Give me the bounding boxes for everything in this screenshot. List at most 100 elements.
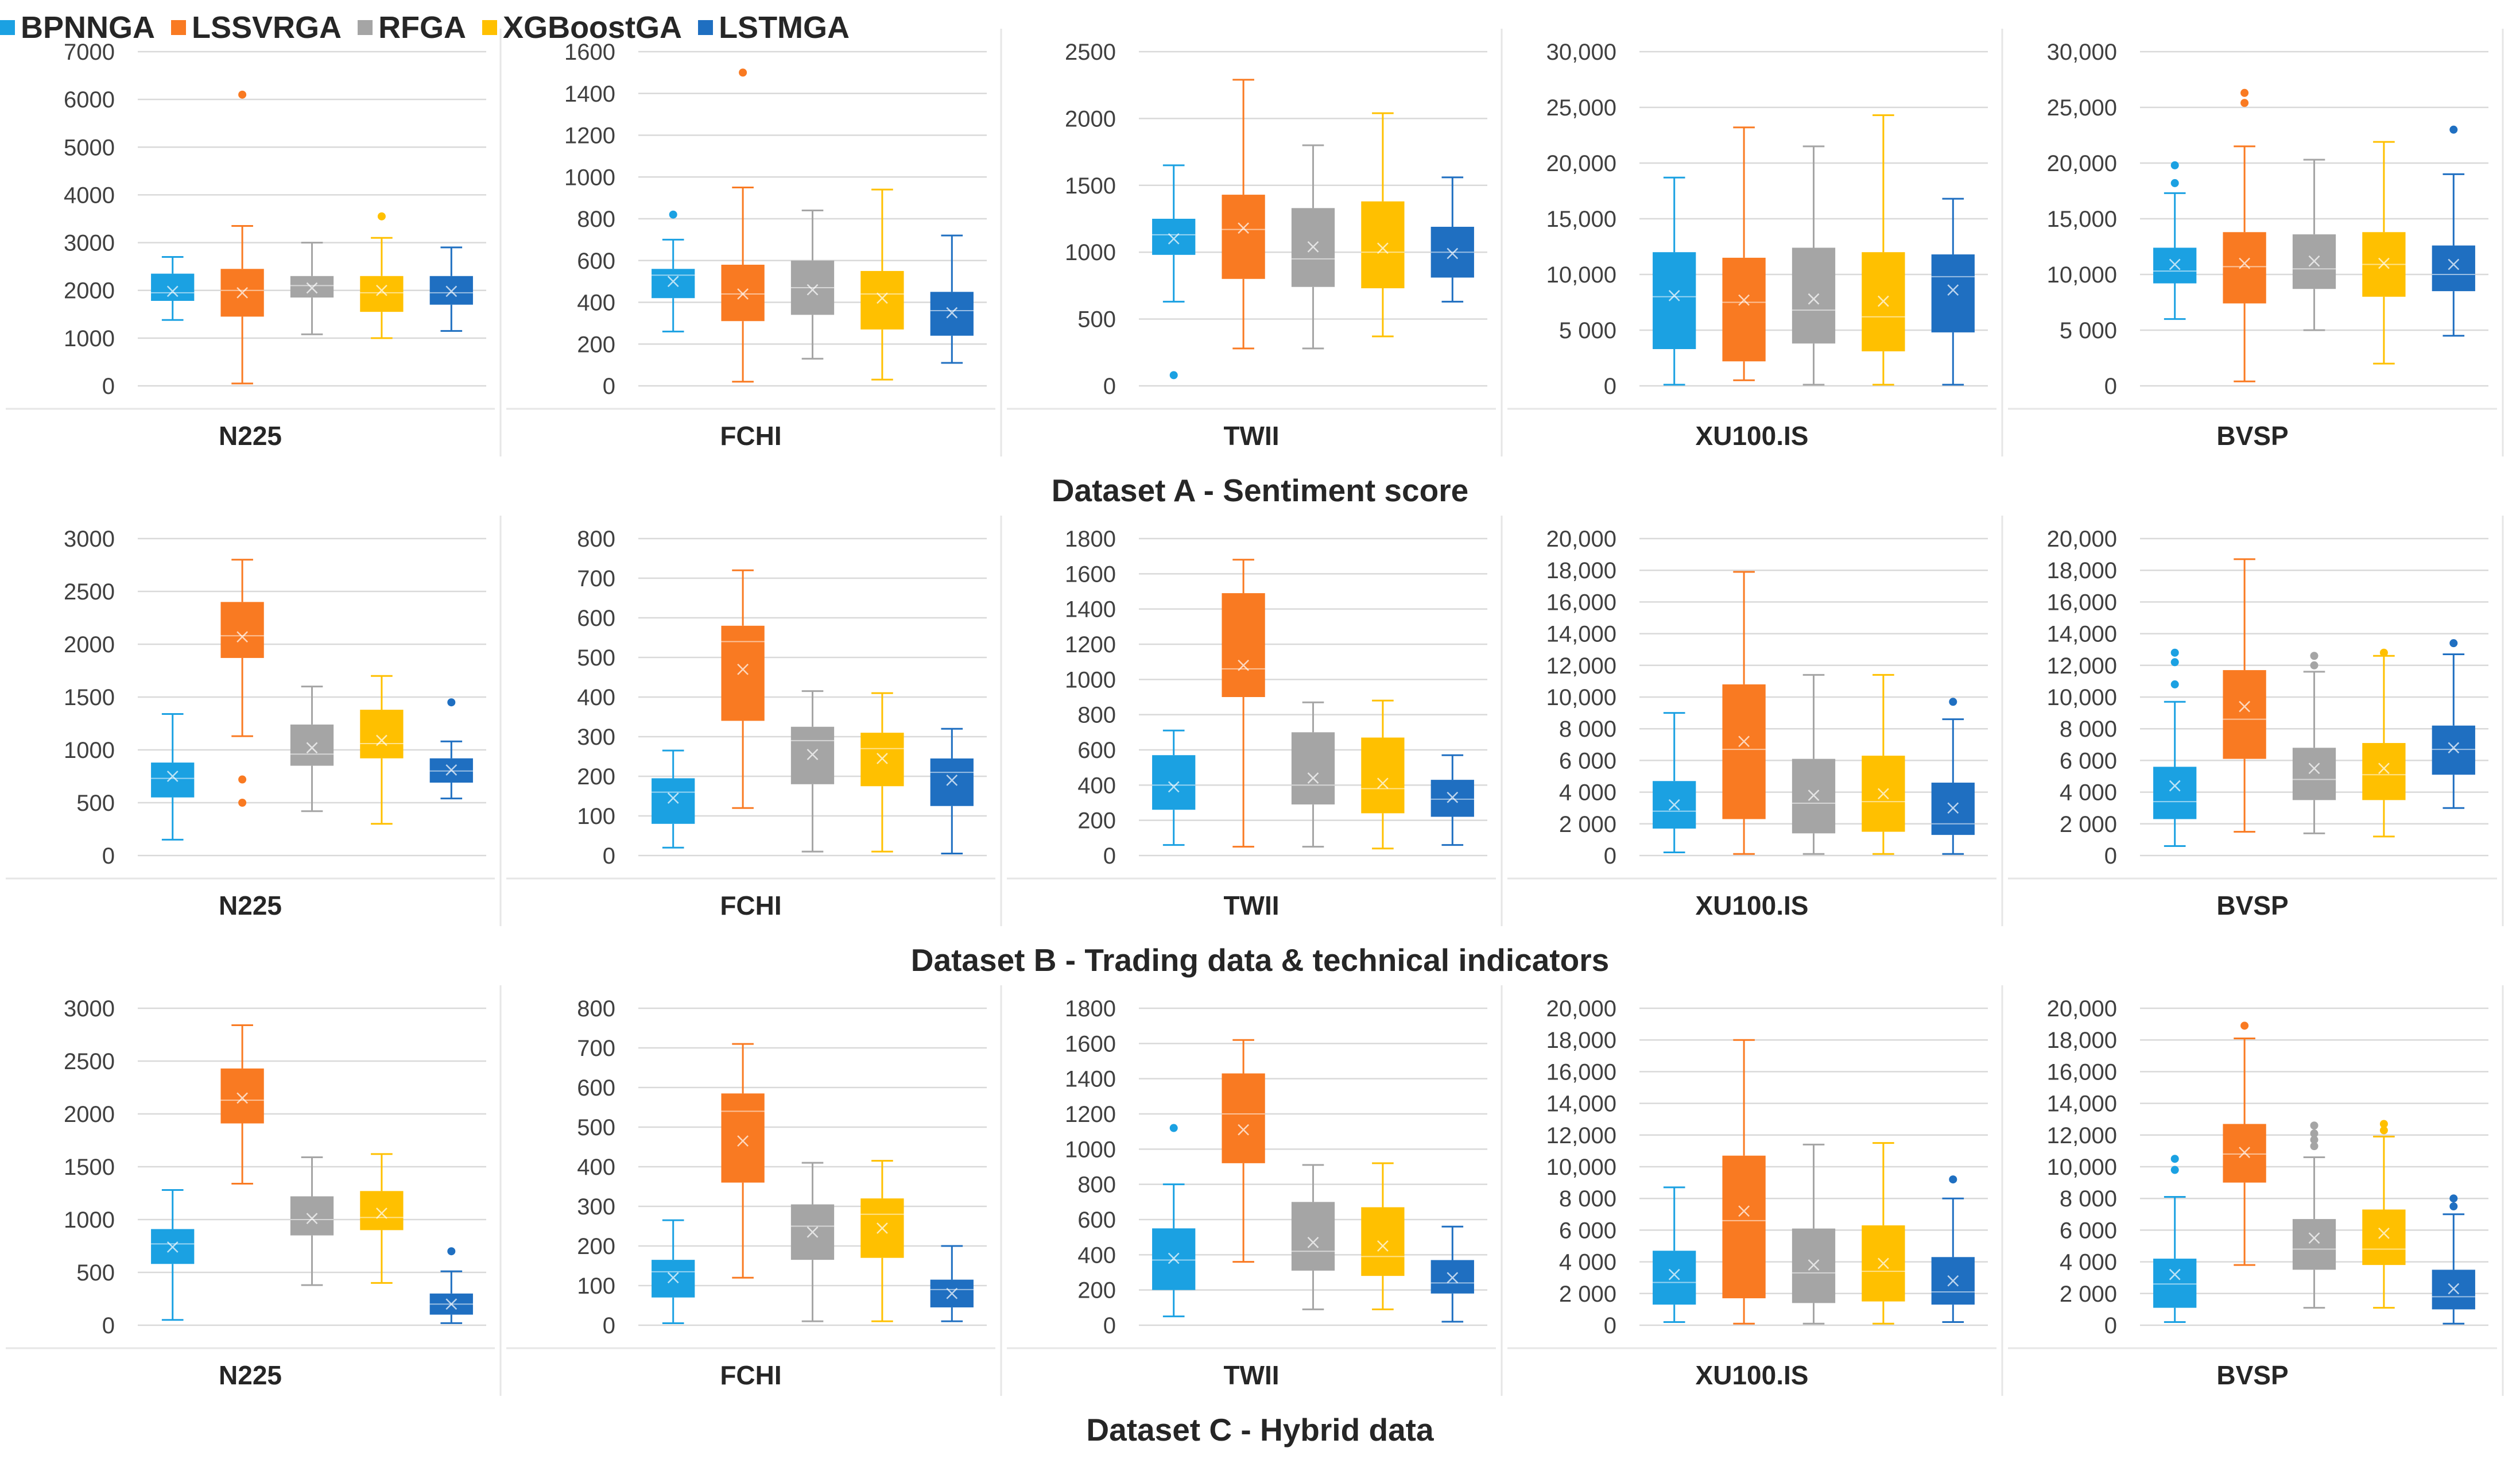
outlier-point <box>2449 639 2458 648</box>
box-lssvrga <box>721 1043 765 1279</box>
y-tick-label: 2 000 <box>1559 812 1616 837</box>
y-tick-label: 2 000 <box>2060 812 2117 837</box>
mean-marker <box>946 1287 958 1299</box>
box-lstmga <box>2432 639 2475 809</box>
mean-marker <box>166 771 179 782</box>
box-iqr <box>220 1068 264 1124</box>
y-tick-label: 6 000 <box>1559 748 1616 773</box>
dataset-c-title: Dataset C - Hybrid data <box>1086 1412 1434 1448</box>
y-tick-label: 800 <box>1077 1172 1116 1198</box>
box-iqr <box>860 270 904 330</box>
box-iqr <box>652 778 695 824</box>
box-lssvrga <box>220 559 264 807</box>
mean-marker <box>2308 255 2320 267</box>
mean-marker <box>306 282 318 294</box>
chart-c-twii: 0 200 400 600 800 1000 1200 1400 1600 1800 TWII <box>1007 985 1503 1396</box>
y-tick-label: 2500 <box>1065 40 1116 65</box>
mean-marker <box>737 663 749 675</box>
y-tick-label: 20,000 <box>2047 996 2117 1021</box>
box-rfga <box>790 690 835 853</box>
y-tick-label: 400 <box>1077 1243 1116 1268</box>
mean-marker <box>166 1241 179 1253</box>
outlier-point <box>739 68 747 77</box>
outlier-point <box>1949 698 1957 706</box>
box-lstmga <box>930 1245 974 1322</box>
box-lssvrga <box>721 68 765 383</box>
chart-title: FCHI <box>720 421 781 451</box>
box-lssvrga <box>1222 559 1265 848</box>
box-rfga <box>790 209 835 360</box>
box-lssvrga <box>2223 88 2266 382</box>
box-iqr <box>721 1093 765 1183</box>
mean-marker <box>807 1226 819 1238</box>
y-tick-label: 7000 <box>64 40 115 65</box>
chart-title: N225 <box>219 1360 282 1390</box>
mean-marker <box>877 1222 888 1234</box>
y-tick-label: 2 000 <box>1559 1282 1616 1307</box>
y-tick-label: 200 <box>1077 808 1116 834</box>
y-tick-label: 4 000 <box>2060 1250 2117 1275</box>
mean-marker <box>1447 247 1459 260</box>
box-iqr <box>1722 1155 1766 1299</box>
box-iqr <box>1931 254 1975 332</box>
chart-a-xu100is: 0 5 000 10,000 15,000 20,000 25,000 30,000 XU10… <box>1507 29 2003 456</box>
y-tick-label: 10,000 <box>2047 1155 2117 1180</box>
y-tick-label: 20,000 <box>1546 151 1616 176</box>
y-tick-label: 8 000 <box>1559 717 1616 742</box>
chart-title: XU100.IS <box>1696 421 1809 451</box>
y-tick-label: 1000 <box>1065 1137 1116 1162</box>
y-tick-label: 1800 <box>1065 996 1116 1021</box>
y-tick-label: 12,000 <box>1546 653 1616 679</box>
box-lssvrga <box>1722 1039 1766 1325</box>
chart-c-n225: 0 500 1000 1500 2000 2500 3000 N225 <box>6 985 502 1396</box>
mean-marker <box>1377 1240 1389 1252</box>
outlier-point <box>2170 658 2179 667</box>
y-tick-label: 5000 <box>64 135 115 160</box>
y-tick-label: 18,000 <box>1546 1028 1616 1053</box>
outlier-point <box>669 210 677 219</box>
y-tick-label: 1000 <box>64 326 115 351</box>
chart-c-fchi: 0 100 200 300 400 500 600 700 800 FCHI <box>506 985 1002 1396</box>
y-tick-label: 2000 <box>64 632 115 657</box>
mean-marker <box>667 1272 679 1284</box>
y-tick-label: 200 <box>1077 1278 1116 1303</box>
box-lssvrga <box>2223 1021 2266 1266</box>
box-xgboostga <box>360 1153 404 1284</box>
chart-title: TWII <box>1223 421 1279 451</box>
y-tick-label: 1400 <box>1065 597 1116 622</box>
outlier-point <box>238 90 247 99</box>
box-rfga <box>290 1156 334 1286</box>
box-lssvrga <box>1222 79 1265 350</box>
y-tick-label: 20,000 <box>1546 996 1616 1021</box>
mean-marker <box>807 749 819 760</box>
y-tick-label: 1600 <box>1065 562 1116 587</box>
box-rfga <box>290 242 334 335</box>
outlier-point <box>2449 125 2458 134</box>
mean-marker <box>946 775 958 786</box>
outlier-point <box>2240 99 2249 107</box>
y-tick-label: 2000 <box>64 1102 115 1127</box>
dataset-b-title: Dataset B - Trading data & technical ind… <box>910 942 1610 978</box>
box-iqr <box>290 1196 334 1236</box>
outlier-point <box>238 799 247 807</box>
y-tick-label: 1800 <box>1065 527 1116 552</box>
mean-marker <box>445 285 458 297</box>
legend-swatch <box>358 20 373 35</box>
box-lstmga <box>1931 1175 1975 1323</box>
box-rfga <box>290 686 334 812</box>
outlier-point <box>1949 1175 1957 1184</box>
mean-marker <box>2239 1147 2250 1159</box>
box-bpnnga <box>2153 1155 2197 1323</box>
y-tick-label: 16,000 <box>2047 590 2117 615</box>
mean-marker <box>376 1208 387 1219</box>
box-iqr <box>2223 670 2266 759</box>
box-bpnnga <box>2153 648 2197 847</box>
y-tick-label: 10,000 <box>1546 1155 1616 1180</box>
mean-marker <box>946 307 958 319</box>
mean-marker <box>1878 1257 1889 1270</box>
mean-marker <box>1307 772 1319 784</box>
box-lstmga <box>429 246 473 332</box>
mean-marker <box>2448 1283 2460 1295</box>
y-tick-label: 600 <box>577 249 615 274</box>
y-tick-label: 500 <box>76 1260 115 1286</box>
